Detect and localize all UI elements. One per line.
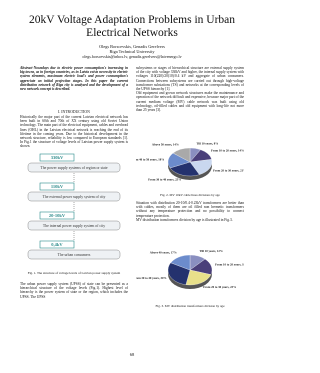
voltage-label: 330kV (51, 155, 64, 160)
page: 20kV Voltage Adaptation Problems in Urba… (20, 14, 244, 357)
pie-slice (170, 254, 191, 271)
pie-slice (167, 262, 191, 285)
pie-slice (185, 269, 212, 286)
slice-label: From 10 to 20 years, 14% (211, 149, 244, 153)
figure-2: Till 10 years, 8% From 10 to 20 years, 14… (136, 141, 244, 182)
slice-label: From 30 to 40 years, 30% (136, 276, 166, 280)
slice-label: From 30 to 40 years, 25% (148, 178, 181, 182)
voltage-label: 0,4kV (51, 242, 63, 247)
paragraph: subsystems or stages of hierarchical str… (136, 66, 244, 113)
level-label: The urban consumers (58, 253, 91, 257)
title: 20kV Voltage Adaptation Problems in Urba… (28, 14, 236, 39)
affiliation: Riga Technical University (109, 49, 155, 54)
voltage-box (39, 182, 75, 191)
intro-text: Historically the major part of the curre… (20, 115, 128, 149)
slice-label: From 40 to 50 years, 18% (136, 157, 164, 161)
level-label: The internal power supply system of city (43, 224, 105, 228)
paragraph: Situation with distribution 20-10/0.4-0.… (136, 201, 244, 222)
voltage-label: 20-10kV (49, 213, 66, 218)
slice-label: Till 10 years, 12% (200, 249, 223, 253)
slice-label: Till 10 years, 8% (196, 141, 218, 145)
voltage-box (39, 211, 75, 220)
paragraph: The urban power supply system (UPSS) of … (20, 282, 128, 299)
authors: Olegs Borscevskis, Genadis Gerelvers (99, 44, 165, 49)
level-label: The power supply systems of region or st… (40, 166, 107, 170)
pie-slice (172, 147, 191, 163)
level-box (27, 162, 121, 173)
level-box (27, 220, 121, 231)
slice-label: Above 40 years, 17% (150, 250, 177, 254)
slice-label: From 20 to 30 years, 23% (203, 285, 236, 289)
slice-label: Above 50 years, 14% (152, 142, 179, 146)
voltage-box (39, 153, 75, 162)
caption: Fig. 1. The structure of voltage levels … (27, 271, 121, 275)
caption: Fig. 2. MV 10kV cable lines divisions by… (160, 193, 220, 197)
level-box (27, 249, 121, 260)
level-label: The external power supply system of city (43, 195, 106, 199)
abstract: Abstract-Nowadays due to electric power … (20, 66, 128, 92)
level-box (27, 191, 121, 202)
slice-label: From 10 to 20 years, 18% (215, 263, 244, 267)
pie-slice (169, 161, 200, 177)
figure-1: 330kV The power supply systems of region … (27, 153, 121, 260)
voltage-box (39, 240, 75, 249)
page-number: 68 (129, 352, 135, 357)
figure-3: Till 10 years, 12% From 10 to 20 years, 1… (136, 249, 244, 289)
section-heading: I. INTRODUCTION (58, 110, 90, 114)
slice-label: From 20 to 30 years, 21% (213, 168, 244, 172)
voltage-label: 110kV (51, 184, 64, 189)
caption: Fig. 3. MV distribution transformers div… (155, 304, 225, 308)
email: olegs.borscevskis@inbox.lv, genadis.gere… (82, 54, 182, 59)
